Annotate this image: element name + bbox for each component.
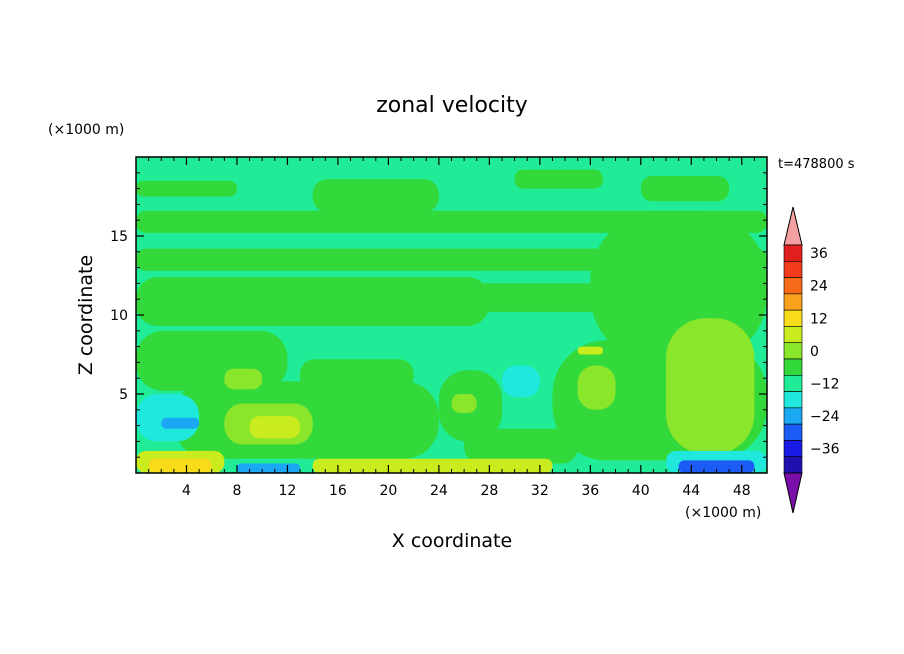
x-unit-label: (×1000 m) [685, 505, 761, 521]
field-region-8 [136, 277, 490, 327]
x-tick-label: 8 [232, 483, 241, 499]
field-region-25 [161, 417, 200, 429]
colorbar-segment [783, 423, 803, 441]
x-tick-label: 24 [430, 483, 448, 499]
field-region-17 [577, 365, 616, 410]
plot-area [135, 156, 768, 474]
field-region-16 [666, 318, 755, 455]
colorbar-segment [783, 391, 803, 409]
y-tick-label: 10 [110, 308, 128, 324]
field-region-19 [224, 368, 263, 390]
field-region-4 [640, 175, 730, 202]
x-axis-label: X coordinate [392, 530, 512, 552]
colorbar-tick-label: 36 [810, 246, 828, 262]
field-region-5 [136, 210, 767, 233]
colorbar-tick-label: −24 [810, 409, 840, 425]
colorbar-segment [783, 374, 803, 392]
chart-title: zonal velocity [376, 93, 528, 118]
colorbar-tick-label: 0 [810, 344, 819, 360]
y-tick-label: 5 [119, 387, 128, 403]
colorbar-segment [783, 309, 803, 327]
x-tick-label: 12 [279, 483, 297, 499]
colorbar-segment [783, 342, 803, 360]
field-region-22 [577, 346, 603, 355]
y-axis-label: Z coordinate [75, 255, 97, 375]
colorbar-segment [783, 440, 803, 458]
x-axis: 4 8 12 16 20 24 28 32 36 40 44 48 [148, 157, 755, 499]
field-region-15 [464, 428, 578, 464]
x-tick-label: 36 [581, 483, 599, 499]
field-region-31 [678, 460, 755, 473]
x-tick-label: 28 [480, 483, 498, 499]
colorbar-segment [783, 260, 803, 278]
field-region-21 [249, 416, 301, 439]
colorbar: 36 24 12 0 −12 −24 −36 [783, 206, 840, 514]
y-tick-label: 15 [110, 229, 128, 245]
field-region-28 [312, 458, 553, 473]
colorbar-segment [783, 326, 803, 344]
colorbar-segment [783, 293, 803, 311]
field-region-27 [148, 458, 212, 473]
field-region-3 [514, 169, 603, 189]
y-unit-label: (×1000 m) [48, 122, 124, 138]
field-region-9 [464, 283, 767, 312]
colorbar-tick-label: 24 [810, 279, 828, 295]
colorbar-tick-label: −12 [810, 376, 840, 392]
colorbar-under-arrow [783, 472, 803, 514]
field-region-29 [236, 463, 301, 473]
colorbar-over-arrow [783, 206, 803, 246]
field-region-23 [501, 365, 540, 398]
field-region-0 [136, 157, 767, 173]
x-tick-label: 44 [682, 483, 700, 499]
colorbar-tick-label: 12 [810, 311, 828, 327]
x-tick-label: 16 [329, 483, 347, 499]
x-tick-label: 4 [182, 483, 191, 499]
colorbar-segment [783, 244, 803, 262]
field-region-20 [451, 394, 477, 413]
x-tick-label: 32 [531, 483, 549, 499]
field-region-1 [136, 180, 237, 197]
colorbar-segment [783, 358, 803, 376]
colorbar-tick-label: −36 [810, 442, 840, 458]
time-label: t=478800 s [778, 157, 855, 172]
field-region-2 [312, 179, 439, 213]
colorbar-segment [783, 277, 803, 295]
colorbar-segment [783, 456, 803, 474]
x-tick-label: 48 [733, 483, 751, 499]
x-tick-label: 20 [379, 483, 397, 499]
y-axis: 5 10 15 [110, 172, 767, 458]
field-region-12 [300, 359, 414, 391]
colorbar-segment [783, 407, 803, 425]
x-tick-label: 40 [632, 483, 650, 499]
